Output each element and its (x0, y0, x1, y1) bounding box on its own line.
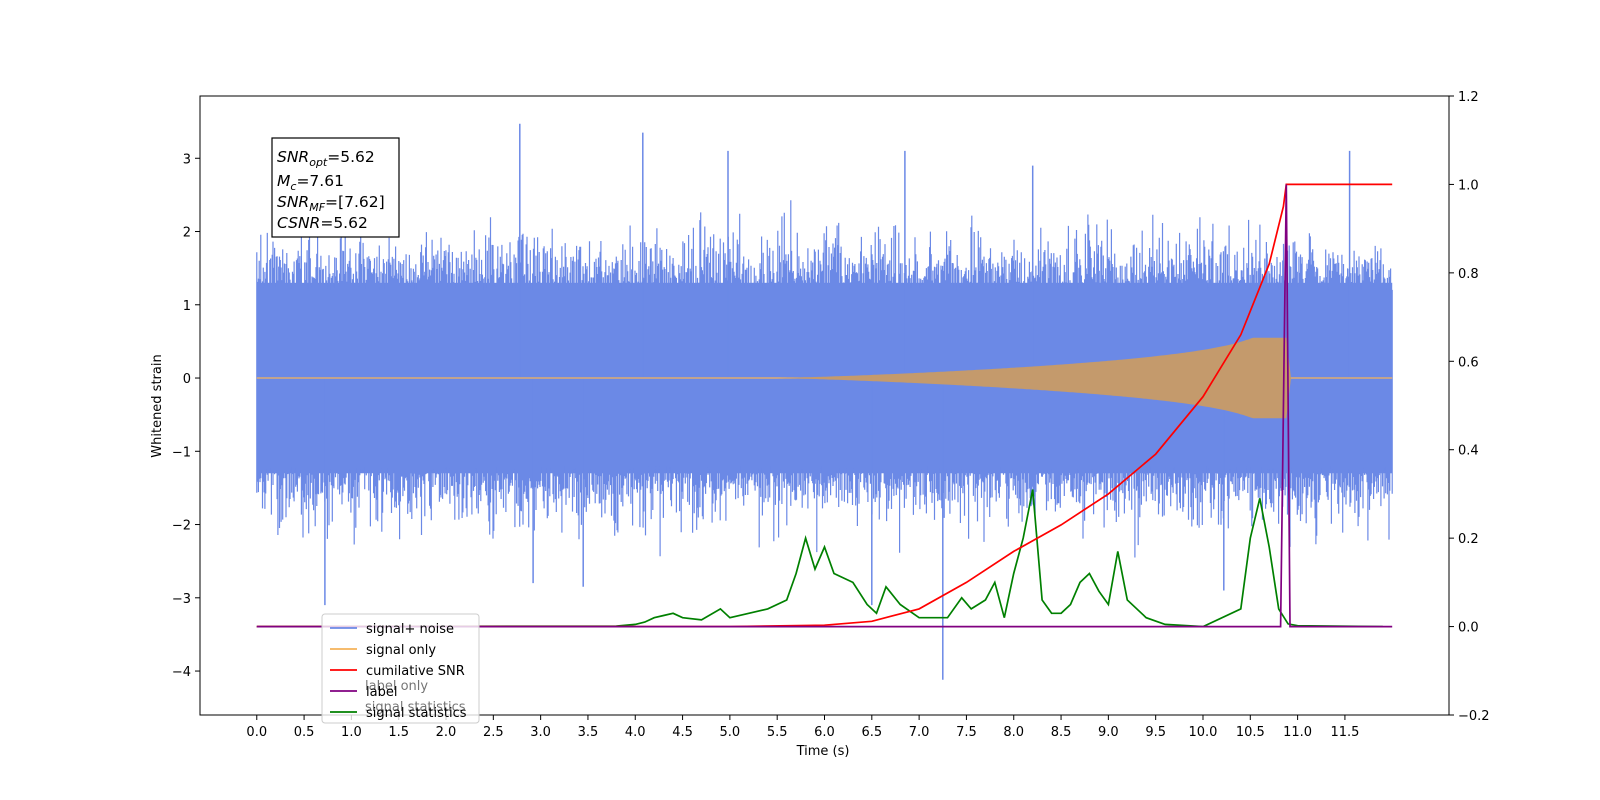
stats-csnr: CSNR=5.62 (277, 214, 368, 232)
x-tick-label: 6.0 (814, 725, 835, 740)
x-tick-label: 2.0 (436, 725, 457, 740)
y-tick-label: 0 (183, 372, 191, 387)
y-tick-label: −4 (172, 665, 191, 680)
legend-hidden-text-2: signal statistics (365, 700, 466, 715)
cumulative-snr-line (256, 183, 1393, 628)
overlay-series (256, 183, 1393, 628)
stats-mc-sub: c (290, 180, 296, 193)
y-tick-label: −2 (172, 519, 191, 534)
legend-label-cumulative_snr: cumilative SNR (366, 664, 465, 679)
y-right-tick-label: −0.2 (1458, 709, 1490, 724)
y-tick-label: −3 (172, 592, 191, 607)
y-right-tick-label: 0.4 (1458, 444, 1479, 459)
stats-snr-opt: SNRopt=5.62 (277, 148, 375, 169)
stats-snr-opt-value: =5.62 (327, 148, 375, 166)
legend-label-signal_only: signal only (366, 643, 436, 658)
signal-only-envelope (777, 337, 1291, 419)
x-tick-label: 11.5 (1330, 725, 1359, 740)
y-axis-left: 3 2 1 0 −1 −2 −3 −4 (172, 152, 200, 680)
x-tick-label: 0.5 (294, 725, 315, 740)
stats-csnr-symbol: CSNR (277, 214, 320, 232)
stats-snr-mf-value: =[7.62] (325, 193, 385, 211)
legend-frame (321, 613, 480, 724)
x-tick-label: 7.5 (956, 725, 977, 740)
legend-label-label: label (366, 685, 397, 700)
x-tick-label: 9.5 (1145, 725, 1166, 740)
stats-mc: Mc=7.61 (277, 172, 344, 193)
x-tick-label: 6.5 (861, 725, 882, 740)
legend-hidden-text-1: label only (365, 679, 428, 694)
x-tick-label: 10.0 (1189, 725, 1218, 740)
plot-area (256, 123, 1393, 680)
y-tick-label: 2 (183, 226, 191, 241)
legend-label-signal_statistics: signal statistics (366, 706, 467, 721)
signal-only-series (256, 337, 1393, 419)
x-tick-label: 8.5 (1051, 725, 1072, 740)
stats-snr-mf: SNRMF=[7.62] (277, 193, 385, 214)
y-tick-label: 3 (183, 152, 191, 167)
stats-box-frame (271, 137, 400, 238)
x-tick-label: 0.0 (246, 725, 267, 740)
y-axis-label: Whitened strain (150, 354, 165, 457)
stats-mc-symbol: M (277, 172, 290, 190)
legend: label only signal statistics signal+ noi… (321, 613, 480, 724)
stats-snr-opt-symbol: SNR (277, 148, 309, 166)
x-tick-label: 11.0 (1283, 725, 1312, 740)
x-tick-label: 7.0 (909, 725, 930, 740)
y-tick-label: −1 (172, 445, 191, 460)
stats-annotation-box: SNRopt=5.62 Mc=7.61 SNRMF=[7.62] CSNR=5.… (271, 137, 400, 238)
x-tick-label: 9.0 (1098, 725, 1119, 740)
y-tick-label: 1 (183, 299, 191, 314)
label-line (256, 184, 1393, 628)
x-tick-label: 5.5 (767, 725, 788, 740)
x-tick-label: 1.0 (341, 725, 362, 740)
x-tick-label: 1.5 (388, 725, 409, 740)
x-tick-label: 10.5 (1236, 725, 1265, 740)
signal-statistics-line (256, 489, 1383, 628)
y-axis-right: 1.2 1.0 0.8 0.6 0.4 0.2 0.0 −0.2 (1449, 90, 1490, 724)
stats-csnr-value: =5.62 (320, 214, 368, 232)
y-right-tick-label: 0.0 (1458, 621, 1479, 636)
y-right-tick-label: 0.8 (1458, 267, 1479, 282)
legend-label-signal_noise: signal+ noise (366, 622, 454, 637)
x-tick-label: 2.5 (483, 725, 504, 740)
x-tick-label: 3.5 (578, 725, 599, 740)
x-tick-label: 8.0 (1003, 725, 1024, 740)
x-tick-label: 4.0 (625, 725, 646, 740)
y-right-tick-label: 0.2 (1458, 532, 1479, 547)
x-tick-label: 4.5 (672, 725, 693, 740)
x-tick-label: 5.0 (720, 725, 741, 740)
x-tick-label: 3.0 (530, 725, 551, 740)
y-right-tick-label: 1.0 (1458, 178, 1479, 193)
stats-snr-opt-sub: opt (309, 156, 328, 169)
stats-snr-mf-symbol: SNR (277, 193, 309, 211)
stats-snr-mf-sub: MF (309, 201, 325, 214)
stats-mc-value: =7.61 (296, 172, 344, 190)
y-right-tick-label: 0.6 (1458, 355, 1479, 370)
x-axis-label: Time (s) (796, 744, 850, 759)
y-right-tick-label: 1.2 (1458, 90, 1479, 105)
signal-noise-spikes (324, 123, 1351, 680)
x-axis: 0.0 0.5 1.0 1.5 2.0 2.5 3.0 3.5 4.0 4.5 5.0 5.5 6.0 6… (246, 715, 1359, 740)
